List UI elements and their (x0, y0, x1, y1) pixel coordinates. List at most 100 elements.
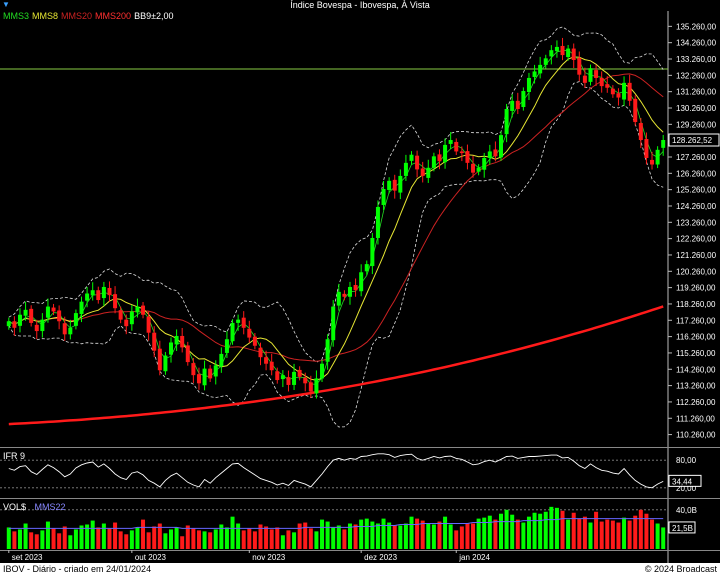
candle-body (504, 108, 509, 135)
volume-bar (577, 518, 582, 549)
candle-body (336, 291, 341, 306)
volume-bar (258, 524, 263, 549)
y-tick-label: 133.260,00 (676, 55, 717, 64)
volume-bar (336, 525, 341, 549)
volume-bar (605, 519, 610, 549)
volume-bar (124, 534, 129, 549)
volume-bar (476, 518, 481, 549)
candle-body (577, 58, 582, 75)
candle-body (403, 162, 408, 176)
volume-bar (247, 528, 252, 549)
candle-body (661, 140, 666, 148)
candle-body (610, 88, 615, 95)
volume-ma-line (8, 518, 664, 529)
volume-bar (252, 531, 257, 549)
candle-body (471, 163, 476, 173)
volume-bar (554, 507, 559, 549)
candle-body (280, 375, 285, 380)
volume-bar (392, 525, 397, 549)
candle-body (286, 377, 291, 385)
candle-body (180, 335, 185, 348)
candle-body (79, 301, 84, 315)
candle-body (135, 306, 140, 313)
y-tick-label: 135.260,00 (676, 22, 717, 31)
candle-body (90, 290, 95, 296)
candle-body (230, 322, 235, 342)
footer-caption: IBOV - Diário - criado em 24/01/2024 (3, 564, 152, 574)
candle-body (392, 179, 397, 191)
ifr-current-label: 34,44 (672, 477, 693, 486)
candle-body (303, 377, 308, 384)
candle-body (23, 309, 28, 316)
mms20-line (8, 73, 664, 362)
volume-bar (661, 527, 666, 549)
candle-body (375, 206, 380, 238)
volume-bar (68, 535, 73, 549)
candle-body (465, 151, 470, 163)
volume-bar (113, 522, 118, 549)
candle-body (17, 314, 22, 326)
candle-body (101, 286, 106, 299)
y-tick-label: 115.260,00 (676, 349, 716, 358)
volume-bar (448, 524, 453, 549)
y-tick-label: 134.260,00 (676, 39, 717, 48)
volume-bar (359, 519, 364, 549)
volume-bar (101, 523, 106, 549)
volume-bar (135, 527, 140, 549)
y-tick-label: 130.260,00 (676, 104, 717, 113)
volume-bar (437, 521, 442, 549)
ifr-level-label: 80,00 (676, 456, 697, 465)
volume-bar (96, 527, 101, 549)
volume-bar (79, 525, 84, 549)
main-legend: MMS3 MMS8 MMS20 MMS200 BB9±2,00 (3, 11, 177, 21)
candle-body (638, 123, 643, 141)
legend-item: BB9±2,00 (134, 11, 174, 21)
y-tick-label: 131.260,00 (676, 88, 717, 97)
candle-body (454, 141, 459, 152)
candle-body (107, 287, 112, 296)
volume-bar (236, 523, 241, 549)
candle-body (258, 347, 263, 358)
candle-body (157, 348, 162, 371)
volume-bar (224, 527, 229, 549)
bollinger-upper (8, 26, 664, 363)
candle-body (633, 98, 638, 123)
volume-bar (521, 522, 526, 549)
volume-bar (426, 523, 431, 549)
legend-item: MMS200 (95, 11, 132, 21)
candle-body (68, 327, 73, 335)
volume-bar (347, 523, 352, 549)
y-tick-label: 119.260,00 (676, 284, 716, 293)
candle-body (152, 332, 157, 351)
candle-body (51, 307, 56, 312)
y-tick-label: 126.260,00 (676, 169, 717, 178)
candle-body (359, 272, 364, 292)
volume-bar (129, 530, 134, 549)
candle-body (415, 155, 420, 170)
volume-bar (566, 519, 571, 549)
x-tick-label: nov 2023 (252, 553, 285, 562)
volume-bar (375, 523, 380, 549)
candle-body (202, 368, 207, 386)
volume-bar (370, 521, 375, 549)
y-tick-label: 117.260,00 (676, 316, 716, 325)
candle-body (40, 319, 45, 332)
candle-body (510, 100, 515, 111)
volume-bar (118, 531, 123, 549)
candle-body (398, 175, 403, 193)
y-tick-label: 112.260,00 (676, 398, 716, 407)
volume-bar (280, 535, 285, 549)
candle-body (6, 321, 11, 327)
candle-body (45, 306, 50, 318)
candle-body (213, 365, 218, 377)
volume-bar (633, 515, 638, 549)
menu-icon[interactable]: ▼ (2, 0, 10, 9)
mms3-line (8, 49, 664, 385)
y-tick-label: 127.260,00 (676, 153, 717, 162)
candle-body (174, 335, 179, 345)
y-tick-label: 113.260,00 (676, 382, 716, 391)
candle-body (543, 58, 548, 65)
volume-bar (57, 533, 62, 549)
candle-body (459, 151, 464, 154)
volume-bar (459, 526, 464, 549)
